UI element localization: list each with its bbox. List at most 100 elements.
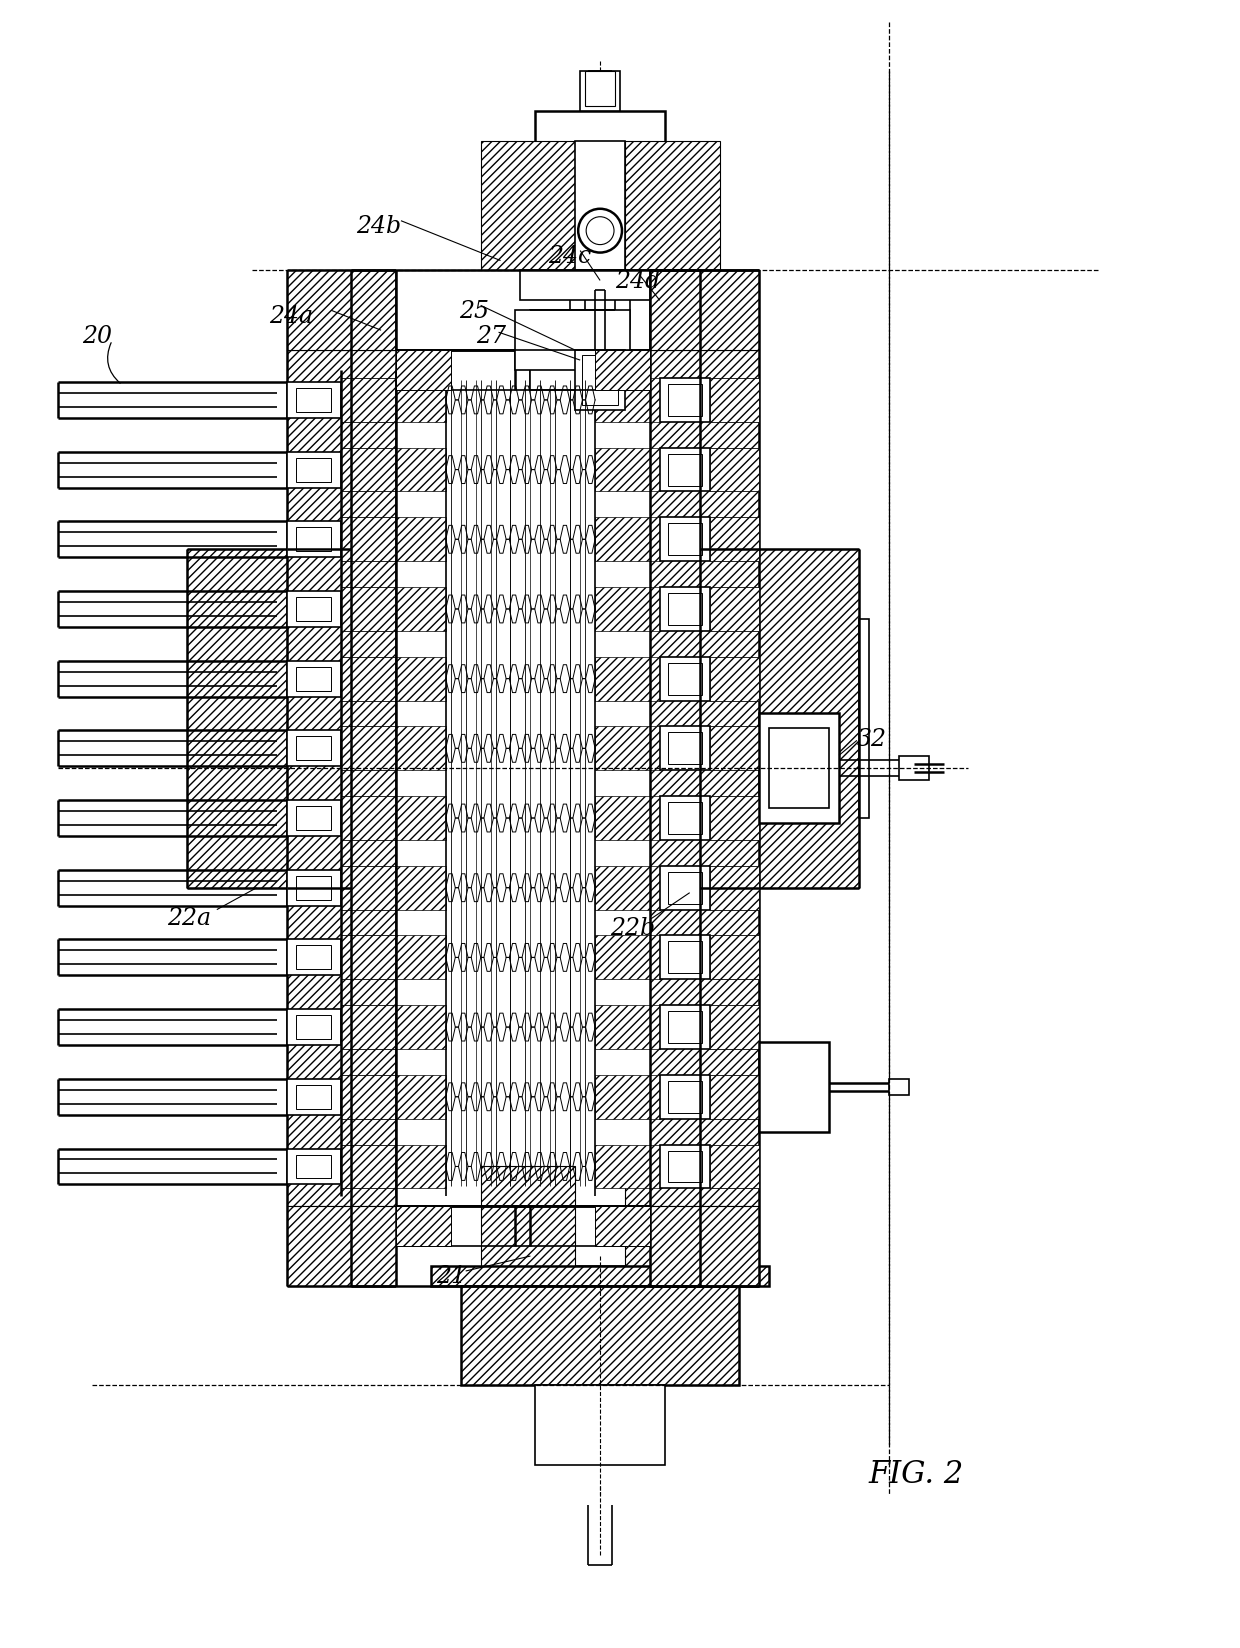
Bar — [709, 658, 759, 700]
Bar — [668, 384, 702, 417]
Bar — [759, 550, 859, 888]
Bar — [286, 592, 341, 628]
Bar — [430, 1266, 769, 1285]
Bar — [341, 379, 396, 422]
Bar — [296, 458, 331, 483]
Bar — [296, 806, 331, 831]
Bar — [286, 272, 396, 351]
Bar — [341, 669, 361, 689]
Bar — [660, 517, 709, 562]
Bar — [660, 448, 709, 493]
Bar — [341, 600, 361, 620]
Bar — [709, 727, 759, 771]
Bar — [660, 727, 709, 771]
Bar — [889, 1079, 909, 1096]
Bar — [709, 936, 759, 979]
Bar — [660, 379, 709, 422]
Bar — [396, 448, 446, 493]
Bar — [286, 1206, 396, 1285]
Bar — [660, 1005, 709, 1050]
Text: 22a: 22a — [167, 906, 211, 929]
Bar — [660, 796, 709, 840]
Bar — [296, 737, 331, 761]
Bar — [286, 382, 341, 419]
Bar — [286, 732, 341, 766]
Bar — [595, 936, 660, 979]
Bar — [341, 809, 361, 829]
Bar — [575, 351, 625, 410]
Bar — [296, 1015, 331, 1040]
Bar — [650, 1206, 759, 1285]
Text: 22b: 22b — [610, 916, 655, 939]
Bar — [709, 379, 759, 422]
Bar — [668, 524, 702, 555]
Bar — [341, 1017, 361, 1037]
Bar — [899, 756, 929, 781]
Bar — [859, 620, 869, 819]
Bar — [396, 1145, 446, 1188]
Bar — [396, 727, 446, 771]
Bar — [668, 872, 702, 905]
Bar — [660, 1145, 709, 1188]
Bar — [341, 448, 396, 493]
Bar — [396, 796, 446, 840]
Bar — [582, 356, 618, 405]
Bar — [759, 714, 839, 824]
Bar — [759, 1043, 830, 1132]
Text: 24d: 24d — [615, 270, 660, 293]
Bar — [668, 733, 702, 765]
Bar — [461, 1285, 739, 1386]
Bar — [286, 939, 341, 976]
Bar — [668, 803, 702, 834]
Bar — [595, 517, 660, 562]
Bar — [595, 448, 660, 493]
Bar — [396, 658, 446, 700]
Bar — [536, 1386, 665, 1465]
Text: 32: 32 — [857, 727, 887, 750]
Bar — [396, 517, 446, 562]
Bar — [286, 1149, 341, 1185]
Bar — [660, 867, 709, 910]
Bar — [668, 1150, 702, 1183]
Bar — [286, 351, 396, 1206]
Bar — [595, 727, 660, 771]
Bar — [650, 351, 759, 1206]
Bar — [709, 867, 759, 910]
Bar — [660, 936, 709, 979]
Bar — [595, 796, 660, 840]
Text: 20: 20 — [82, 325, 113, 348]
Text: 24c: 24c — [548, 246, 591, 269]
Bar — [709, 1074, 759, 1119]
Bar — [709, 1145, 759, 1188]
Bar — [396, 1206, 451, 1246]
Bar — [296, 667, 331, 691]
Bar — [286, 620, 351, 819]
Text: FIG. 2: FIG. 2 — [869, 1458, 965, 1488]
Bar — [595, 658, 660, 700]
Bar — [341, 1005, 396, 1050]
Bar — [531, 311, 615, 391]
Bar — [595, 1145, 660, 1188]
Bar — [595, 1005, 660, 1050]
Bar — [668, 1081, 702, 1112]
Bar — [341, 948, 361, 967]
Bar — [694, 620, 759, 819]
Bar — [396, 351, 451, 391]
Bar — [341, 727, 396, 771]
Bar — [516, 311, 630, 371]
Bar — [187, 550, 286, 888]
Bar — [396, 867, 446, 910]
Text: 21: 21 — [435, 1264, 466, 1287]
Bar — [660, 658, 709, 700]
Bar — [296, 1084, 331, 1109]
Bar — [536, 1266, 665, 1346]
Bar — [296, 877, 331, 900]
Bar — [341, 878, 361, 898]
Bar — [286, 453, 341, 488]
Bar — [341, 1088, 361, 1107]
Bar — [481, 1167, 575, 1266]
Bar — [296, 598, 331, 621]
Text: 24b: 24b — [356, 214, 402, 237]
Text: 25: 25 — [459, 300, 489, 323]
Bar — [575, 142, 625, 272]
